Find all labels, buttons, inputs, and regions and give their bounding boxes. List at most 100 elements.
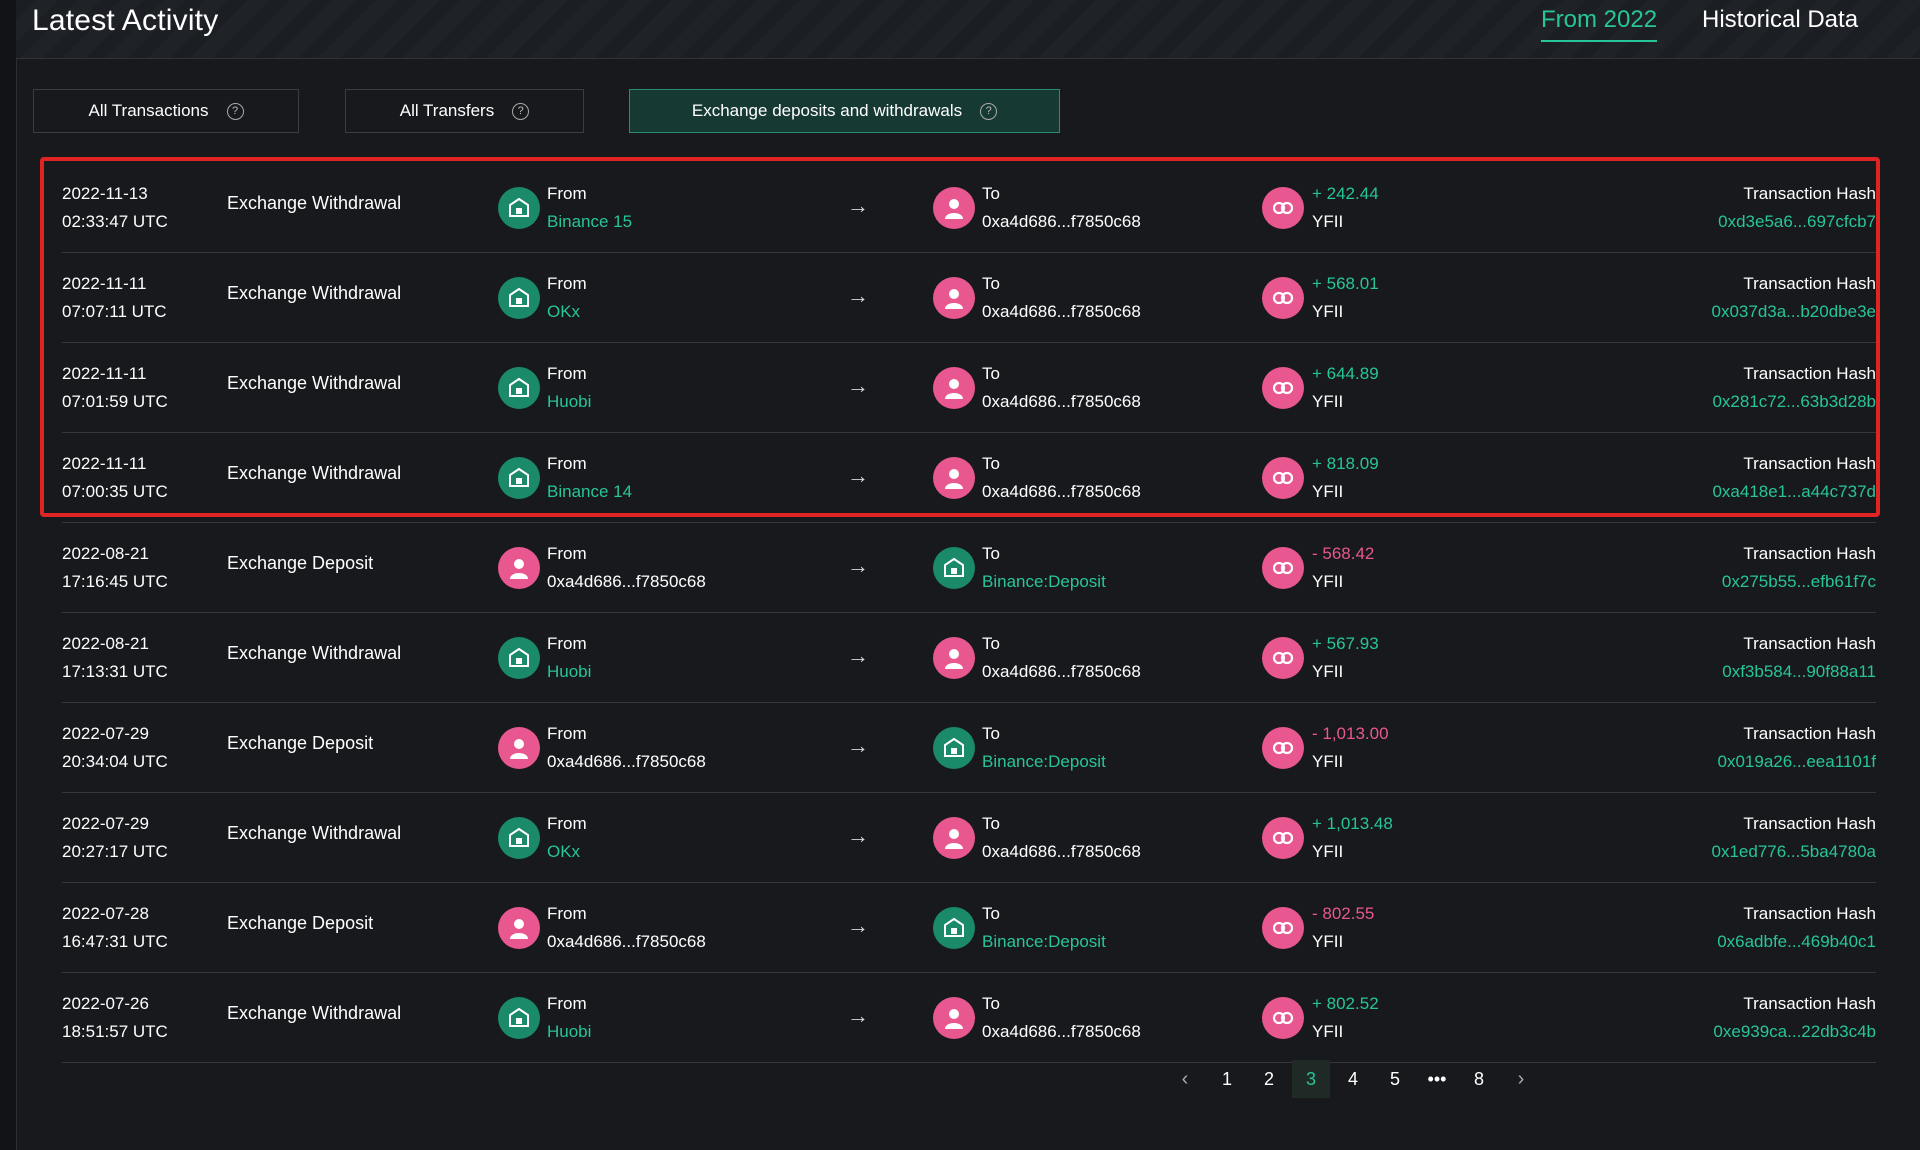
hash-cell: Transaction Hash 0x1ed776...5ba4780a bbox=[1712, 810, 1877, 866]
row-time: 17:16:45 UTC bbox=[62, 572, 168, 591]
to-value: 0xa4d686...f7850c68 bbox=[982, 662, 1141, 681]
from-cell: From Huobi bbox=[547, 990, 591, 1046]
to-value[interactable]: Binance:Deposit bbox=[982, 572, 1106, 591]
to-cell: To 0xa4d686...f7850c68 bbox=[982, 270, 1141, 326]
from-value[interactable]: OKx bbox=[547, 842, 581, 861]
exchange-icon bbox=[933, 907, 975, 949]
help-icon[interactable]: ? bbox=[512, 102, 530, 120]
table-row[interactable]: 2022-07-29 20:27:17 UTC Exchange Withdra… bbox=[62, 793, 1876, 883]
row-datetime: 2022-07-29 20:27:17 UTC bbox=[62, 810, 168, 866]
row-type: Exchange Withdrawal bbox=[227, 193, 402, 213]
help-icon[interactable]: ? bbox=[226, 102, 244, 120]
page-button-1[interactable]: 1 bbox=[1221, 1068, 1232, 1089]
from-label: From bbox=[547, 814, 587, 833]
from-value[interactable]: Huobi bbox=[547, 392, 592, 411]
to-cell: To 0xa4d686...f7850c68 bbox=[982, 990, 1141, 1046]
table-row[interactable]: 2022-11-11 07:00:35 UTC Exchange Withdra… bbox=[62, 433, 1876, 523]
row-date: 2022-07-26 bbox=[62, 994, 149, 1013]
page-button-8[interactable]: 8 bbox=[1473, 1068, 1484, 1089]
from-value[interactable]: Binance 14 bbox=[547, 482, 633, 501]
from-value[interactable]: Huobi bbox=[547, 1022, 592, 1041]
hash-cell: Transaction Hash 0xe939ca...22db3c4b bbox=[1713, 990, 1876, 1046]
table-row[interactable]: 2022-07-26 18:51:57 UTC Exchange Withdra… bbox=[62, 973, 1876, 1063]
hash-label: Transaction Hash bbox=[1743, 994, 1876, 1013]
token-symbol: YFII bbox=[1312, 752, 1344, 771]
arrow-right-icon: → bbox=[847, 1003, 869, 1028]
user-icon bbox=[498, 727, 540, 769]
filter-all-transactions[interactable]: All Transactions ? bbox=[33, 89, 299, 133]
prev-page-button[interactable]: ‹ bbox=[1181, 1067, 1189, 1090]
transaction-hash-link[interactable]: 0x6adbfe...469b40c1 bbox=[1717, 932, 1876, 951]
user-icon bbox=[933, 457, 975, 499]
help-icon[interactable]: ? bbox=[980, 102, 998, 120]
from-value[interactable]: Huobi bbox=[547, 662, 592, 681]
to-value[interactable]: Binance:Deposit bbox=[982, 752, 1106, 771]
row-date: 2022-11-11 bbox=[62, 364, 147, 383]
tab-historical-data[interactable]: Historical Data bbox=[1702, 6, 1859, 33]
row-time: 20:27:17 UTC bbox=[62, 842, 168, 861]
from-cell: From Binance 14 bbox=[547, 450, 632, 506]
transaction-hash-link[interactable]: 0x019a26...eea1101f bbox=[1717, 752, 1877, 771]
amount-cell: + 242.44 YFII bbox=[1312, 180, 1379, 236]
arrow-right-icon: → bbox=[847, 643, 869, 668]
user-icon bbox=[933, 277, 975, 319]
transaction-hash-link[interactable]: 0xe939ca...22db3c4b bbox=[1713, 1022, 1876, 1041]
arrow-right-icon: → bbox=[847, 283, 869, 308]
transaction-hash-link[interactable]: 0x1ed776...5ba4780a bbox=[1711, 842, 1877, 861]
filter-exchange-deposits-withdrawals[interactable]: Exchange deposits and withdrawals ? bbox=[629, 89, 1060, 133]
table-row[interactable]: 2022-11-11 07:01:59 UTC Exchange Withdra… bbox=[62, 343, 1876, 433]
table-row[interactable]: 2022-07-29 20:34:04 UTC Exchange Deposit… bbox=[62, 703, 1876, 793]
token-symbol: YFII bbox=[1312, 662, 1344, 681]
filter-label: All Transactions bbox=[88, 101, 209, 120]
transaction-hash-link[interactable]: 0x037d3a...b20dbe3e bbox=[1711, 302, 1877, 321]
table-row[interactable]: 2022-08-21 17:16:45 UTC Exchange Deposit… bbox=[62, 523, 1876, 613]
row-type: Exchange Deposit bbox=[227, 733, 374, 753]
row-datetime: 2022-08-21 17:16:45 UTC bbox=[62, 540, 168, 596]
row-date: 2022-08-21 bbox=[62, 634, 149, 653]
transaction-hash-link[interactable]: 0xf3b584...90f88a11 bbox=[1722, 662, 1876, 681]
user-icon bbox=[498, 907, 540, 949]
hash-label: Transaction Hash bbox=[1743, 634, 1876, 653]
next-page-button[interactable]: › bbox=[1517, 1067, 1525, 1090]
filter-all-transfers[interactable]: All Transfers ? bbox=[345, 89, 584, 133]
to-value: 0xa4d686...f7850c68 bbox=[982, 842, 1141, 861]
table-row[interactable]: 2022-08-21 17:13:31 UTC Exchange Withdra… bbox=[62, 613, 1876, 703]
hash-cell: Transaction Hash 0x6adbfe...469b40c1 bbox=[1717, 900, 1876, 956]
table-row[interactable]: 2022-11-11 07:07:11 UTC Exchange Withdra… bbox=[62, 253, 1876, 343]
exchange-icon bbox=[498, 277, 540, 319]
token-icon bbox=[1262, 187, 1304, 229]
page-button-4[interactable]: 4 bbox=[1347, 1068, 1358, 1089]
page-button-3[interactable]: 3 bbox=[1292, 1060, 1330, 1098]
transaction-hash-link[interactable]: 0x275b55...efb61f7c bbox=[1721, 572, 1876, 591]
transaction-hash-link[interactable]: 0x281c72...63b3d28b bbox=[1712, 392, 1876, 411]
to-value[interactable]: Binance:Deposit bbox=[982, 932, 1106, 951]
row-type: Exchange Withdrawal bbox=[227, 1003, 402, 1023]
amount-cell: + 567.93 YFII bbox=[1312, 630, 1379, 686]
from-label: From bbox=[547, 994, 587, 1013]
from-value[interactable]: OKx bbox=[547, 302, 581, 321]
from-value[interactable]: Binance 15 bbox=[547, 212, 633, 231]
row-date: 2022-08-21 bbox=[62, 544, 149, 563]
token-symbol: YFII bbox=[1312, 1022, 1344, 1041]
user-icon bbox=[933, 817, 975, 859]
page-button-5[interactable]: 5 bbox=[1389, 1068, 1400, 1089]
arrow-right-icon: → bbox=[847, 193, 869, 218]
tab-from-2022[interactable]: From 2022 bbox=[1541, 6, 1658, 42]
to-cell: To 0xa4d686...f7850c68 bbox=[982, 810, 1141, 866]
table-row[interactable]: 2022-07-28 16:47:31 UTC Exchange Deposit… bbox=[62, 883, 1876, 973]
from-label: From bbox=[547, 544, 587, 563]
page-button-2[interactable]: 2 bbox=[1263, 1068, 1274, 1089]
row-time: 20:34:04 UTC bbox=[62, 752, 168, 771]
page-title: Latest Activity bbox=[32, 4, 219, 37]
row-datetime: 2022-07-29 20:34:04 UTC bbox=[62, 720, 168, 776]
row-datetime: 2022-11-13 02:33:47 UTC bbox=[62, 180, 168, 236]
row-date: 2022-07-29 bbox=[62, 724, 149, 743]
hash-label: Transaction Hash bbox=[1743, 544, 1876, 563]
token-icon bbox=[1262, 727, 1304, 769]
filter-label: All Transfers bbox=[399, 101, 495, 120]
transaction-hash-link[interactable]: 0xa418e1...a44c737d bbox=[1712, 482, 1876, 501]
page-ellipsis[interactable]: ••• bbox=[1427, 1068, 1447, 1089]
hash-cell: Transaction Hash 0xd3e5a6...697cfcb7 bbox=[1718, 180, 1876, 236]
transaction-hash-link[interactable]: 0xd3e5a6...697cfcb7 bbox=[1718, 212, 1876, 231]
table-row[interactable]: 2022-11-13 02:33:47 UTC Exchange Withdra… bbox=[62, 163, 1876, 253]
